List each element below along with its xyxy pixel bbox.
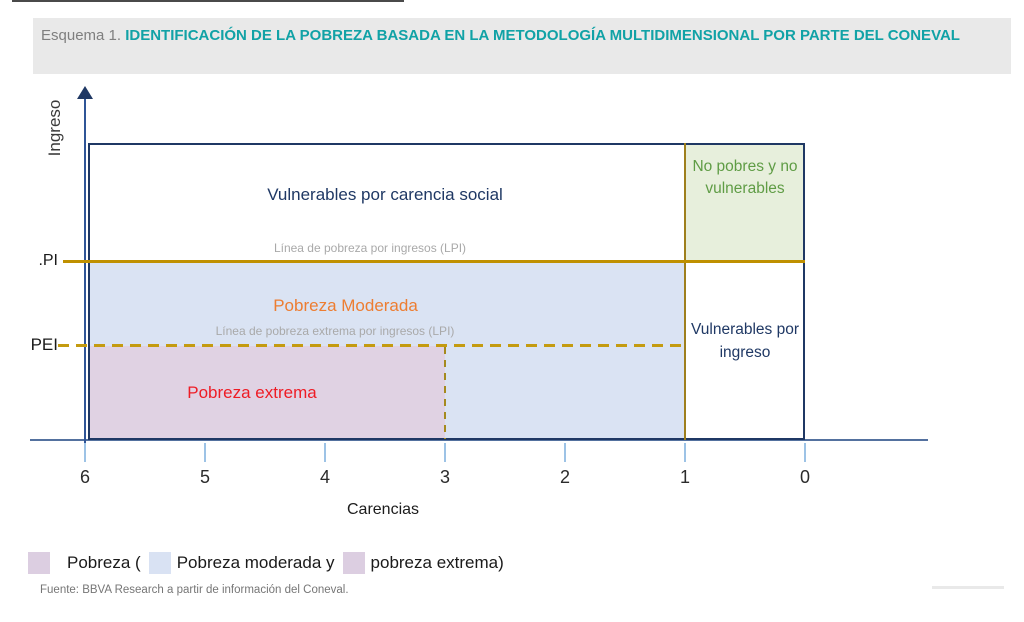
region-label-vulnerable-income: Vulnerables por ingreso (691, 321, 799, 362)
carencia-threshold-line (684, 143, 686, 440)
lpei-line-label: Línea de pobreza extrema por ingresos (L… (215, 324, 455, 338)
figure-title-bar: Esquema 1. IDENTIFICACIÓN DE LA POBREZA … (33, 18, 1011, 74)
x-tick-6 (84, 443, 86, 462)
legend: Pobreza ( Pobreza moderada y pobreza ext… (28, 552, 504, 574)
figure-label: Esquema 1. (41, 27, 126, 44)
region-label-vulnerable-social: Vulnerables por carencia social (267, 185, 503, 204)
x-axis (30, 439, 928, 441)
x-tick-label-2: 2 (559, 467, 570, 487)
x-tick-label-0: 0 (799, 467, 810, 487)
x-tick-5 (204, 443, 206, 462)
legend-swatch-extreme (342, 552, 365, 574)
y-axis (84, 97, 86, 443)
region-label-moderate-poverty: Pobreza Moderada (273, 296, 418, 315)
x-tick-label-4: 4 (319, 467, 330, 487)
lpei-dashed-line (58, 344, 685, 347)
x-tick-label-1: 1 (679, 467, 690, 487)
lpi-line (63, 260, 805, 263)
x-axis-title: Carencias (346, 501, 420, 518)
y-axis-arrow-icon (77, 86, 93, 99)
x-tick-label-5: 5 (199, 467, 210, 487)
x-tick-3 (444, 443, 446, 462)
x-tick-1 (684, 443, 686, 462)
legend-swatch-moderate (148, 552, 171, 574)
legend-swatch-poverty (28, 552, 50, 574)
plot-frame (88, 143, 805, 440)
y-axis-title: Ingreso (45, 99, 64, 157)
source-note: Fuente: BBVA Research a partir de inform… (40, 584, 349, 596)
x-tick-0 (804, 443, 806, 462)
extreme-carencia-dashed-line (444, 347, 446, 439)
region-fill-extreme-poverty (90, 346, 445, 439)
region-label-not-poor: No pobres y no vulnerables (692, 158, 798, 198)
bottom-right-rule (932, 586, 1004, 589)
x-tick-label-3: 3 (439, 467, 450, 487)
lpi-line-label: Línea de pobreza por ingresos (LPI) (273, 241, 467, 255)
legend-text-extreme: pobreza extrema) (370, 553, 504, 572)
figure-title: IDENTIFICACIÓN DE LA POBREZA BASADA EN L… (125, 27, 960, 44)
y-threshold-label-lpi: .PI (38, 252, 58, 269)
x-tick-label-6: 6 (79, 467, 90, 487)
x-tick-4 (324, 443, 326, 462)
legend-text-moderate: Pobreza moderada y (176, 553, 335, 572)
region-label-extreme-poverty: Pobreza extrema (187, 383, 317, 402)
region-fill-not-poor (686, 145, 803, 261)
x-tick-2 (564, 443, 566, 462)
y-threshold-label-pei: PEI (30, 335, 58, 354)
legend-text-poverty: Pobreza ( (67, 553, 141, 572)
page-top-rule (12, 0, 404, 2)
